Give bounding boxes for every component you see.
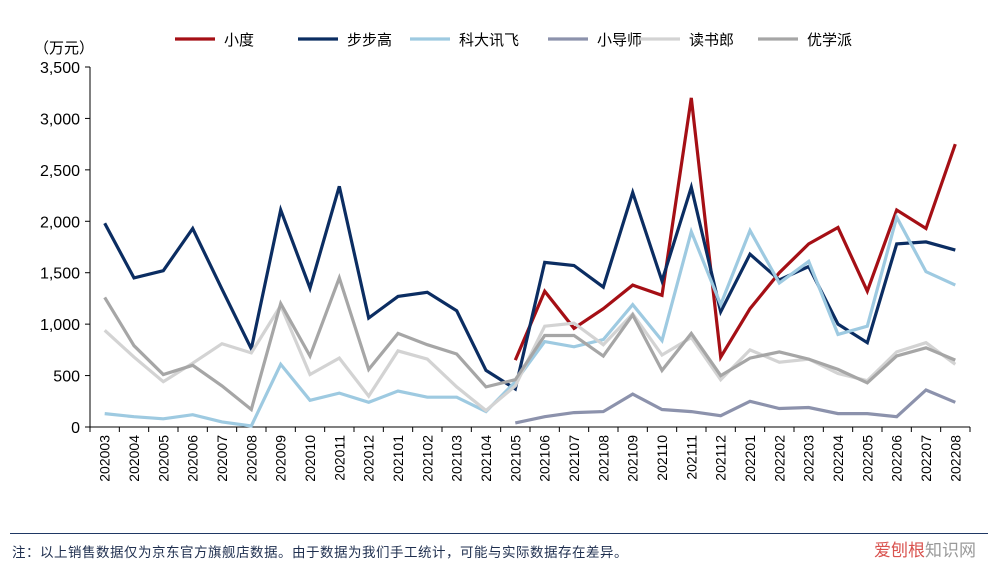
x-tick-label: 202109 [625, 435, 641, 482]
footnote-divider [10, 533, 988, 534]
y-tick-label: 500 [53, 369, 80, 386]
line-chart: 0 500 1,000 1,500 2,000 2,500 3,000 3,500 202003… [40, 31, 971, 482]
x-tick-label: 202110 [654, 435, 670, 481]
watermark: 爱刨根知识网 [874, 536, 976, 561]
legend-label: 小度 [224, 31, 254, 49]
series-line-4 [514, 388, 956, 425]
x-tick-label: 202108 [595, 435, 611, 482]
legend-label: 科大讯飞 [459, 31, 519, 49]
x-tick-label: 202102 [419, 435, 435, 482]
x-tick-label: 202009 [273, 435, 289, 482]
footnote: 注：以上销售数据仅为京东官方旗舰店数据。由于数据为我们手工统计，可能与实际数据存… [12, 545, 628, 561]
x-tick-label: 202106 [537, 435, 553, 482]
legend-label: 优学派 [807, 31, 852, 49]
x-tick-label: 202205 [859, 435, 875, 482]
x-tick-label: 202207 [918, 435, 934, 482]
x-tick-label: 202008 [243, 435, 259, 482]
series-line-3 [104, 212, 956, 428]
x-tick-label: 202101 [390, 435, 406, 482]
y-tick-label: 0 [71, 420, 80, 437]
y-axis-unit-label: （万元） [34, 39, 95, 57]
x-tick-label: 202204 [830, 435, 846, 482]
x-tick-label: 202104 [478, 435, 494, 482]
x-tick-label: 202201 [742, 435, 758, 482]
x-tick-label: 202007 [214, 435, 230, 482]
y-tick-label: 1,000 [40, 317, 80, 334]
legend-label: 小导师 [597, 31, 642, 49]
watermark-brand: 爱刨根 [874, 541, 925, 561]
series-line-1 [513, 97, 957, 362]
x-tick-label: 202112 [713, 435, 729, 481]
y-tick-label: 3,500 [40, 60, 80, 77]
x-tick-label: 202010 [302, 435, 318, 482]
x-tick-label: 202111 [683, 435, 699, 480]
legend-label: 步步高 [347, 31, 392, 49]
legend-label: 读书郎 [689, 31, 734, 49]
x-tick-label: 202003 [97, 435, 113, 482]
x-tick-label: 202202 [771, 435, 787, 482]
y-tick-label: 2,500 [40, 163, 80, 180]
x-tick-label: 202208 [947, 435, 963, 482]
x-tick-label: 202203 [801, 435, 817, 482]
series-line-6 [103, 273, 956, 413]
x-tick-label: 202103 [449, 435, 465, 482]
x-tick-label: 202004 [126, 435, 142, 482]
x-tick-label: 202011 [331, 435, 347, 481]
x-tick-label: 202206 [889, 435, 905, 482]
x-tick-label: 202105 [507, 435, 523, 482]
y-tick-label: 3,000 [40, 111, 80, 128]
x-tick-label: 202107 [566, 435, 582, 482]
watermark-rest: 知识网 [925, 541, 976, 561]
x-tick-label: 202012 [361, 435, 377, 482]
x-tick-label: 202006 [185, 435, 201, 482]
y-tick-label: 1,500 [40, 266, 80, 283]
y-tick-label: 2,000 [40, 214, 80, 231]
x-tick-label: 202005 [155, 435, 171, 482]
